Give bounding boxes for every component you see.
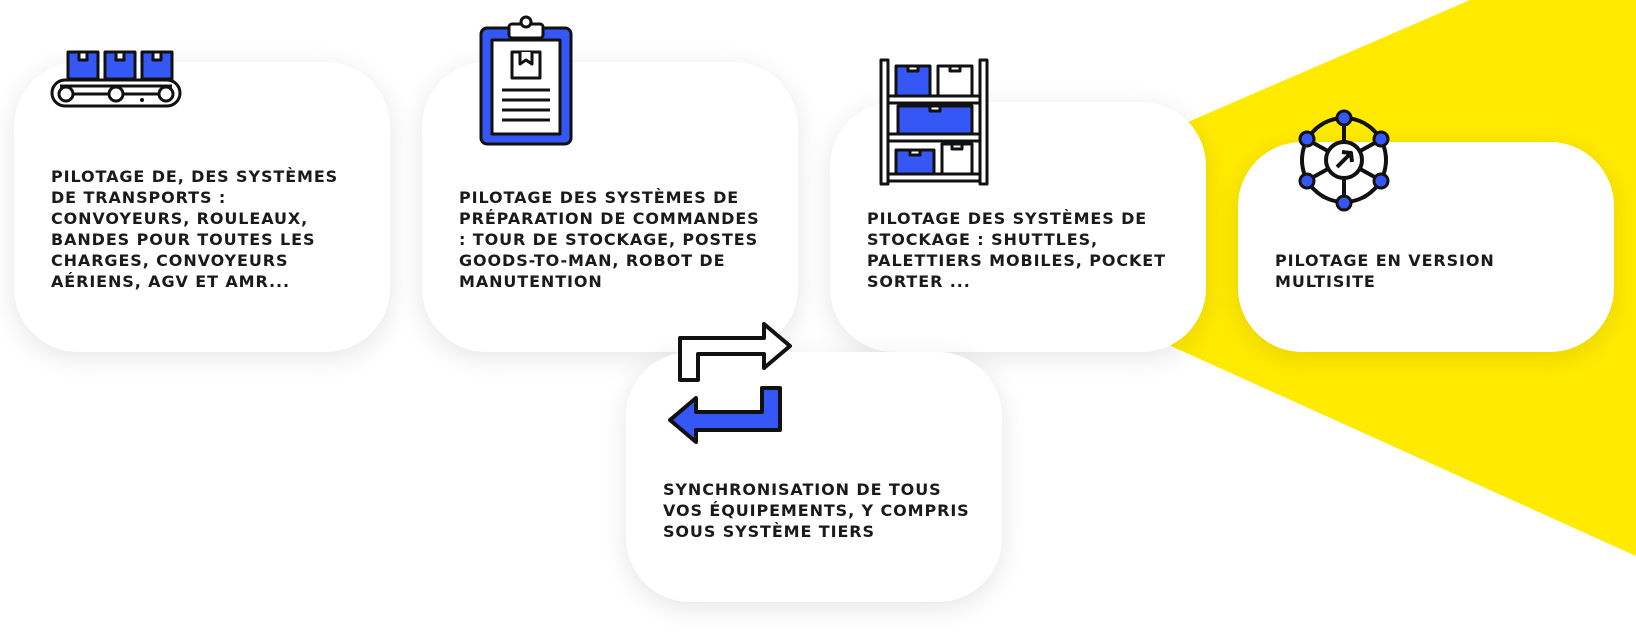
clipboard-icon	[479, 15, 573, 146]
conveyor-boxes-icon	[50, 50, 182, 108]
card-storage-systems-text: PILOTAGE DES SYSTÈMES DE STOCKAGE : SHUT…	[867, 209, 1166, 291]
card-transport-systems-text: PILOTAGE DE, DES SYSTÈMES DE TRANSPORTS …	[51, 167, 339, 291]
network-hub-icon	[1298, 109, 1390, 212]
card-synchronisation: SYNCHRONISATION DE TOUS VOS ÉQUIPEMENTS,…	[626, 352, 1002, 602]
card-multisite-text: PILOTAGE EN VERSION MULTISITE	[1275, 251, 1495, 291]
card-order-picking-systems-text: PILOTAGE DES SYSTÈMES DE PRÉPARATION DE …	[459, 188, 760, 291]
sync-arrows-icon	[668, 322, 792, 444]
card-synchronisation-text: SYNCHRONISATION DE TOUS VOS ÉQUIPEMENTS,…	[663, 480, 970, 541]
card-transport-systems: PILOTAGE DE, DES SYSTÈMES DE TRANSPORTS …	[14, 62, 390, 352]
card-storage-systems: PILOTAGE DES SYSTÈMES DE STOCKAGE : SHUT…	[830, 102, 1206, 352]
storage-shelf-icon	[879, 58, 989, 186]
